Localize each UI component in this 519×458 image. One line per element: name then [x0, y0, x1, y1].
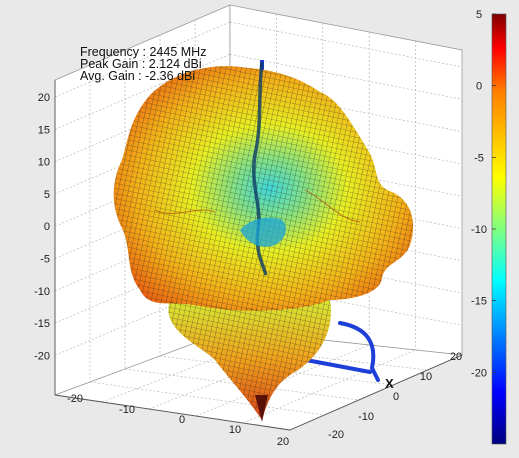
x-tick-label: -10 — [119, 404, 135, 416]
y-tick-label: 0 — [393, 391, 399, 403]
z-tick-label: -20 — [34, 350, 50, 362]
z-tick-label: 0 — [44, 221, 50, 233]
colorbar-tick-label: -15 — [471, 296, 487, 308]
annotation-peak-gain: Peak Gain : 2.124 dBi — [80, 57, 202, 71]
radiation-pattern-surface — [113, 61, 414, 422]
pattern-shadow-fold-right — [304, 189, 361, 223]
z-tick-label: 5 — [44, 189, 50, 201]
x-tick-label: -20 — [67, 393, 83, 405]
z-tick-label: 15 — [38, 124, 50, 136]
colorbar-ticks: 5 0 -5 -10 -15 -20 — [471, 9, 496, 379]
axes-front-edge-bottom — [54, 394, 291, 431]
axes-front-edge-right — [289, 354, 463, 431]
z-tick-label: -5 — [40, 254, 50, 266]
pattern-shadow-fold-left — [154, 209, 216, 215]
lower-spike-tip — [255, 395, 268, 422]
colorbar-tick-label: 0 — [476, 81, 482, 93]
y-tick-label: 20 — [450, 351, 462, 363]
pattern-null-center — [240, 217, 286, 247]
y-tick-label: -20 — [328, 429, 344, 441]
z-axis-ticks: 20 15 10 5 0 -5 -10 -15 -20 — [34, 92, 50, 362]
z-tick-label: 10 — [38, 157, 50, 169]
y-axis-ticks: 20 10 0 -10 -20 — [328, 351, 462, 441]
lower-lobe-mesh — [168, 300, 331, 420]
colorbar-tick-label: 5 — [476, 9, 482, 21]
colorbar-tick-label: -5 — [474, 152, 484, 164]
x-tick-label: 0 — [179, 414, 185, 426]
colorbar-tick-label: -10 — [471, 224, 487, 236]
z-tick-label: 20 — [38, 92, 50, 104]
x-tick-label: 20 — [277, 436, 289, 448]
main-lobe-mesh — [113, 66, 414, 311]
x-tick-label: 10 — [229, 424, 241, 436]
pattern-null-seam — [252, 61, 268, 276]
annotation-avg-gain: Avg. Gain : -2.36 dBi — [80, 69, 195, 83]
x-axis-ticks: -20 -10 0 10 20 — [67, 393, 289, 448]
y-tick-label: -10 — [358, 411, 374, 423]
z-tick-label: -10 — [34, 286, 50, 298]
y-tick-label: 10 — [420, 371, 432, 383]
colorbar-tick-label: -20 — [471, 367, 487, 379]
z-tick-label: -15 — [34, 318, 50, 330]
annotation-frequency: Frequency : 2445 MHz — [80, 45, 206, 59]
x-axis-label: X — [385, 376, 394, 391]
